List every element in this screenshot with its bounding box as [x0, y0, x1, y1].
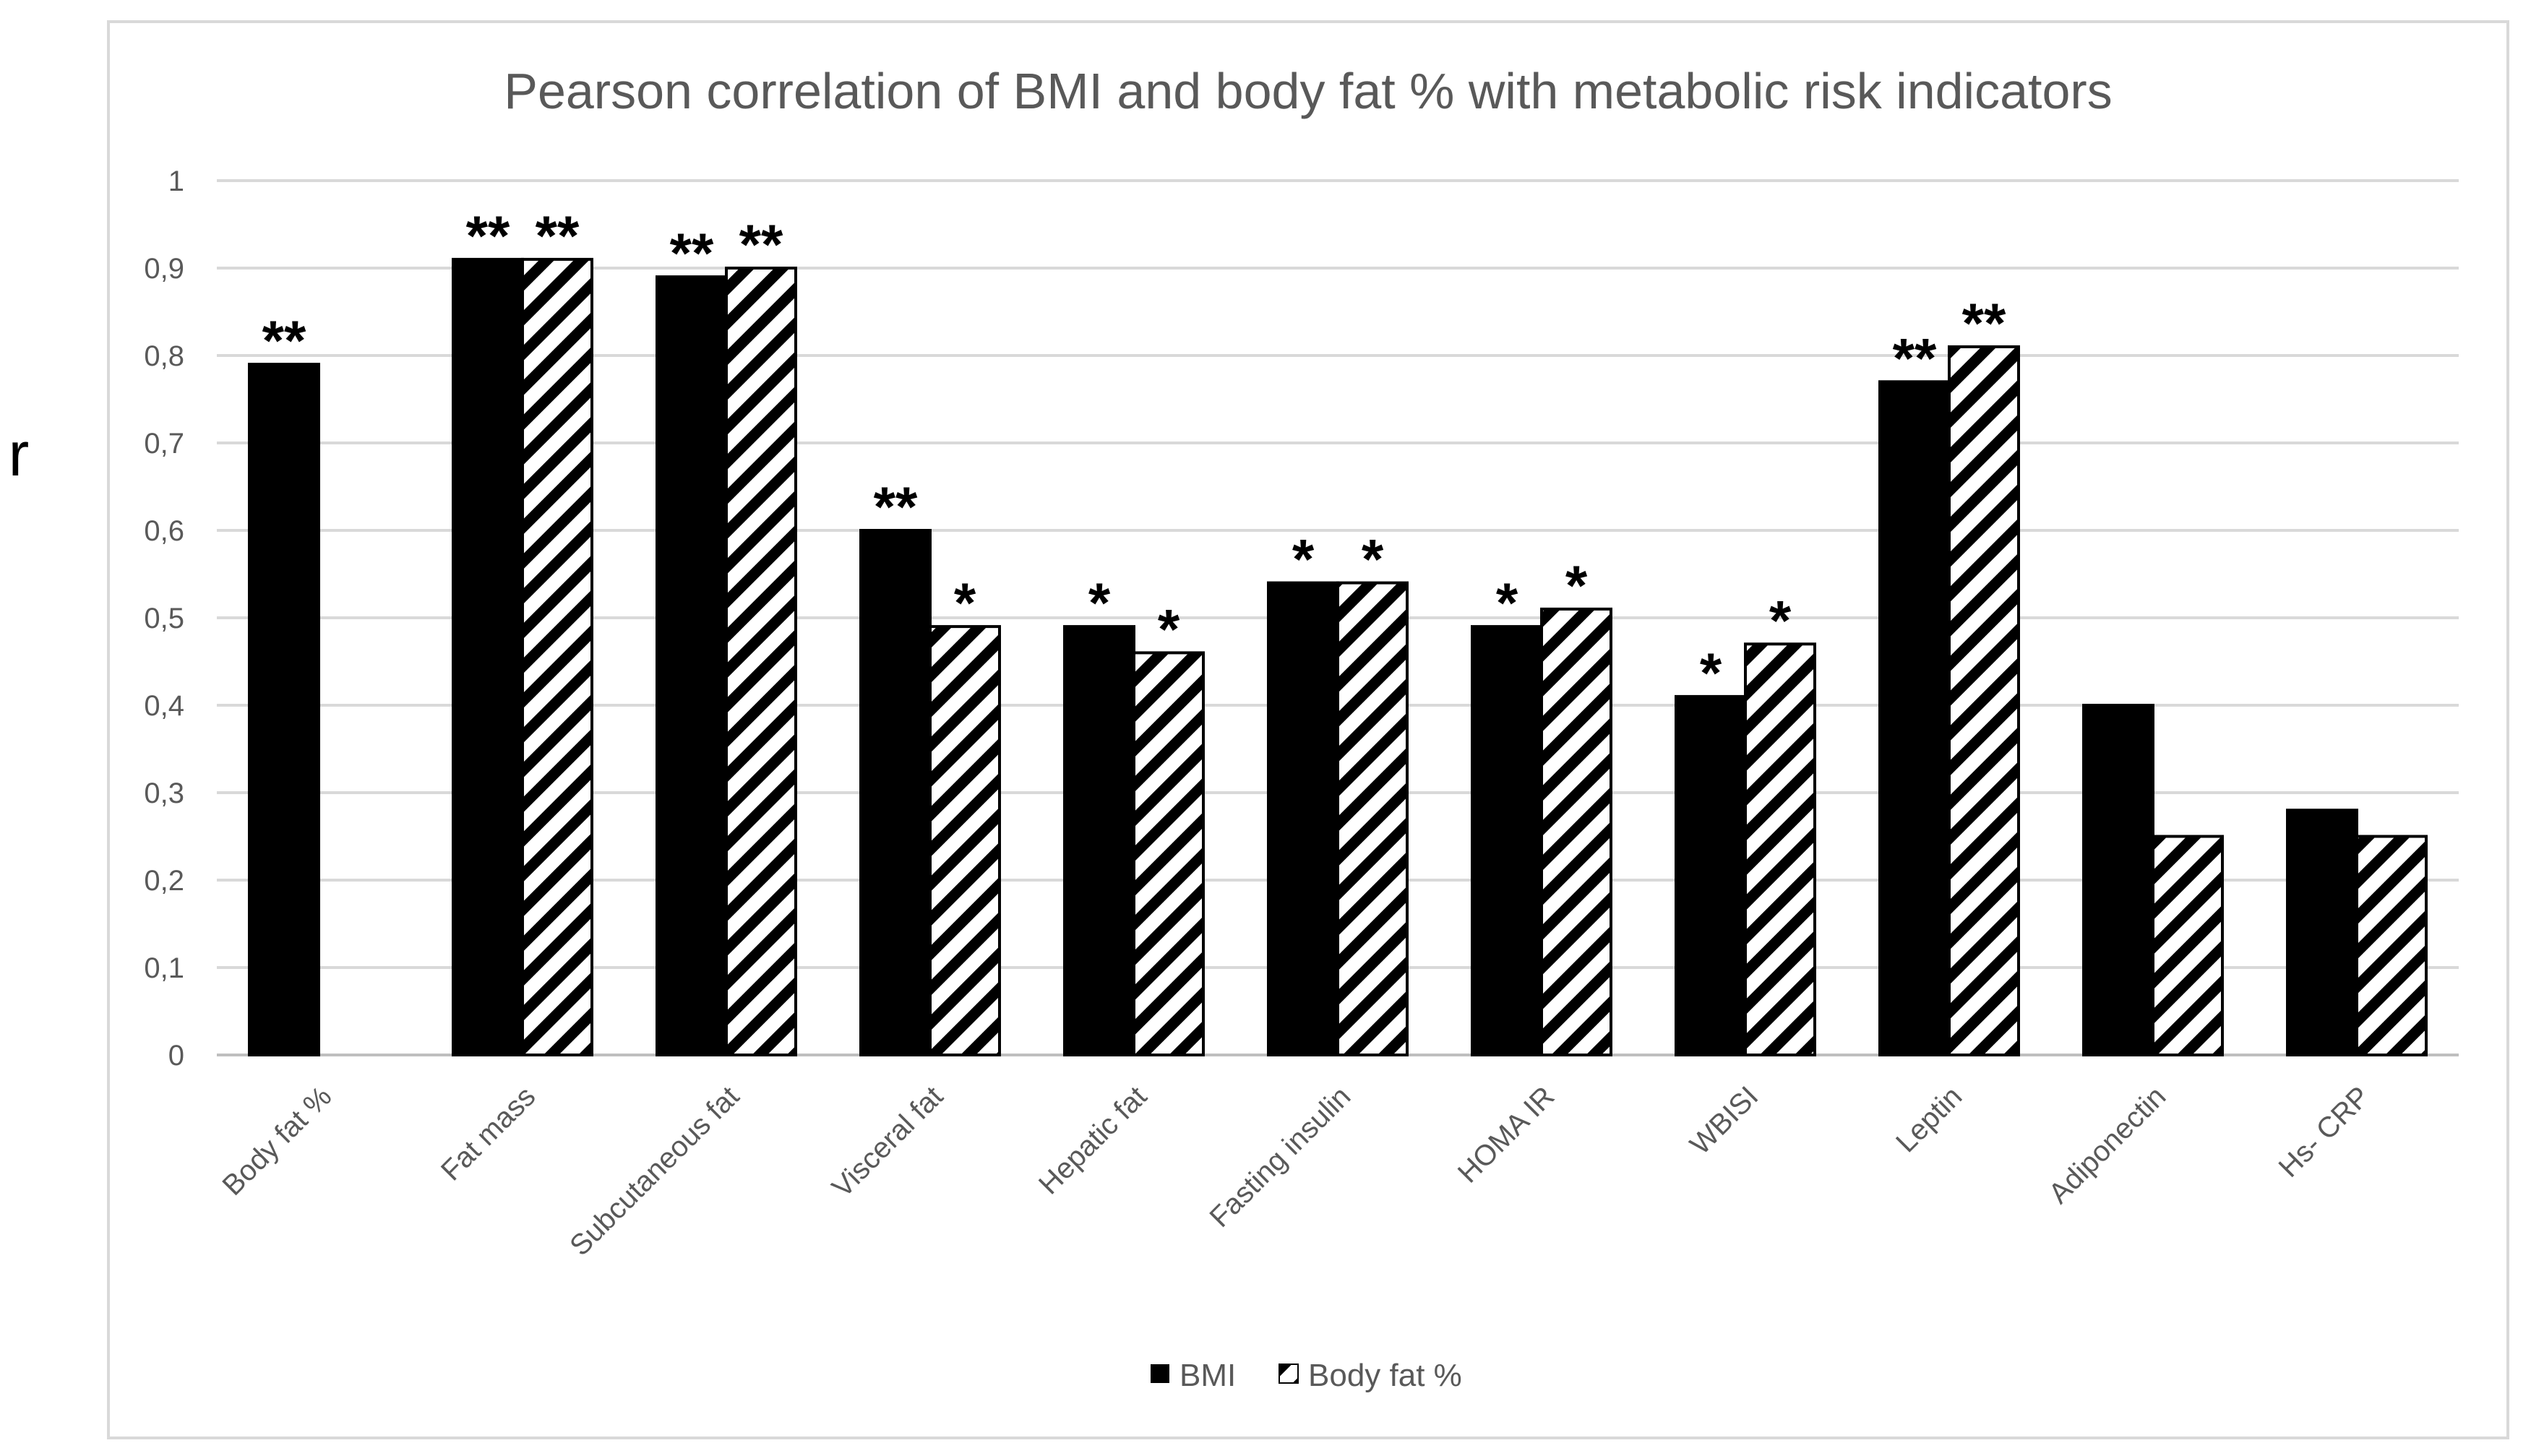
bar-bmi — [656, 275, 728, 1057]
y-tick-label: 0,7 — [144, 428, 184, 460]
bar-bmi — [1063, 625, 1135, 1056]
significance-marker: * — [1496, 571, 1518, 634]
significance-marker: * — [1158, 597, 1180, 660]
significance-marker: * — [1565, 553, 1588, 617]
bar-body-fat — [2355, 835, 2428, 1056]
y-tick-label: 0,9 — [144, 253, 184, 285]
chart-title: Pearson correlation of BMI and body fat … — [504, 63, 2112, 119]
significance-marker: ** — [466, 204, 510, 267]
y-tick-label: 0 — [168, 1040, 184, 1072]
significance-marker: * — [1362, 527, 1384, 591]
significance-marker: ** — [1962, 291, 2006, 355]
legend-label-body-fat: Body fat % — [1308, 1358, 1462, 1393]
significance-marker: ** — [670, 221, 714, 285]
bar-bmi — [2082, 704, 2154, 1056]
bar-body-fat — [1133, 651, 1205, 1056]
legend-swatch-bmi — [1151, 1364, 1169, 1383]
bar-body-fat — [725, 267, 797, 1056]
bar-body-fat — [1336, 581, 1409, 1056]
bar-bmi — [1675, 694, 1747, 1057]
significance-marker: * — [1088, 571, 1111, 634]
bar-bmi — [1878, 380, 1951, 1056]
legend-swatch-body-fat — [1279, 1364, 1299, 1384]
bar-body-fat — [2152, 835, 2224, 1056]
bar-bmi — [248, 363, 320, 1057]
bar-body-fat — [1540, 607, 1612, 1056]
bar-body-fat — [521, 257, 593, 1056]
bar-body-fat — [929, 625, 1001, 1056]
y-tick-label: 1 — [168, 165, 184, 197]
significance-marker: * — [1769, 588, 1792, 652]
significance-marker: ** — [739, 212, 783, 276]
bar-bmi — [1267, 581, 1339, 1056]
y-tick-label: 0,1 — [144, 952, 184, 984]
significance-marker: * — [1292, 527, 1315, 591]
bar-bmi — [2286, 809, 2358, 1056]
bar-body-fat — [1948, 345, 2020, 1056]
y-tick-label: 0,8 — [144, 340, 184, 372]
significance-marker: ** — [874, 475, 918, 538]
y-axis-label: r — [9, 420, 30, 489]
legend: BMI Body fat % — [1151, 1358, 1462, 1393]
significance-marker: ** — [1893, 326, 1937, 389]
significance-marker: ** — [262, 309, 306, 372]
y-tick-label: 0,2 — [144, 865, 184, 897]
y-tick-label: 0,4 — [144, 690, 184, 722]
bar-bmi — [452, 257, 524, 1056]
significance-marker: * — [954, 571, 976, 634]
bar-bmi — [859, 529, 932, 1056]
bar-body-fat — [1744, 642, 1816, 1056]
significance-marker: * — [1700, 641, 1722, 705]
significance-marker: ** — [536, 204, 580, 267]
legend-label-bmi: BMI — [1179, 1358, 1236, 1393]
bar-bmi — [1471, 625, 1543, 1056]
y-tick-label: 0,5 — [144, 603, 184, 634]
y-tick-label: 0,3 — [144, 777, 184, 809]
y-tick-label: 0,6 — [144, 515, 184, 547]
